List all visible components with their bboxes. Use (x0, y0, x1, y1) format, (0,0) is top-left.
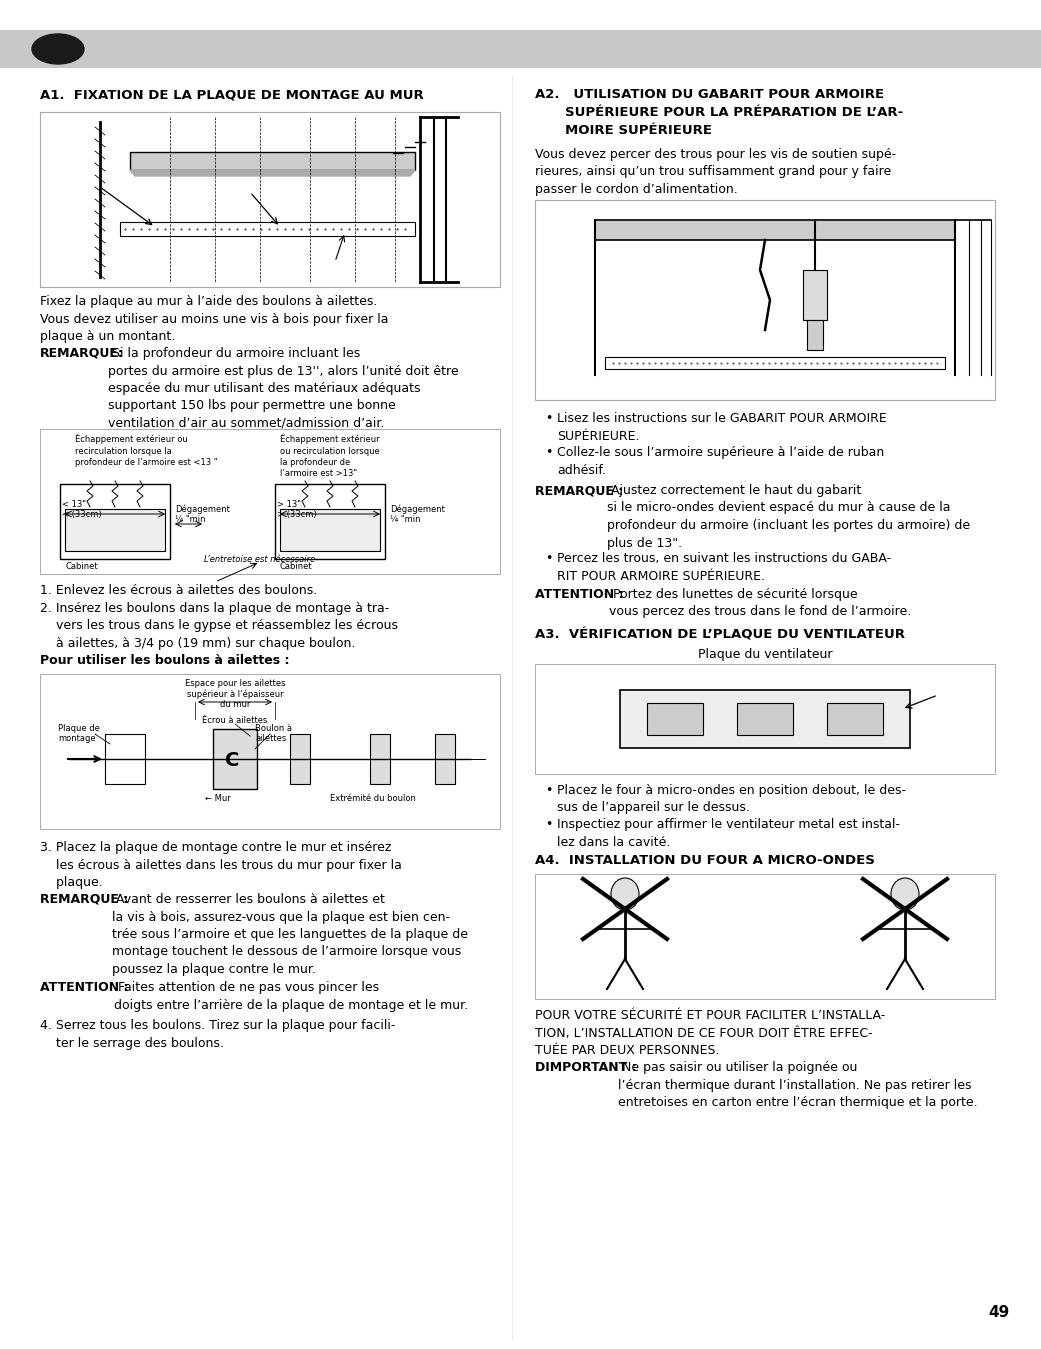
Text: Dégagement
¼ "min: Dégagement ¼ "min (390, 505, 445, 523)
Text: 3. Placez la plaque de montage contre le mur et insérez
    les écrous à ailette: 3. Placez la plaque de montage contre le… (40, 840, 402, 889)
Text: ← Mur: ← Mur (205, 795, 231, 803)
Bar (620, 689, 910, 747)
Text: Collez-le sous l’armoire supérieure à l’aide de ruban
adhésif.: Collez-le sous l’armoire supérieure à l’… (557, 447, 884, 476)
Text: Extrémité du boulon: Extrémité du boulon (330, 795, 415, 803)
Text: Portez des lunettes de sécurité lorsque
vous percez des trous dans le fond de l’: Portez des lunettes de sécurité lorsque … (609, 588, 911, 618)
Bar (290, 734, 310, 784)
Text: •: • (545, 817, 553, 831)
Bar (535, 664, 995, 774)
Text: •: • (545, 411, 553, 425)
Text: Ne pas saisir ou utiliser la poignée ou
l’écran thermique durant l’installation.: Ne pas saisir ou utiliser la poignée ou … (618, 1062, 977, 1109)
Bar (807, 320, 823, 349)
Text: DIMPORTANT :: DIMPORTANT : (535, 1062, 637, 1074)
Text: A2.   UTILISATION DU GABARIT POUR ARMOIRE: A2. UTILISATION DU GABARIT POUR ARMOIRE (535, 88, 884, 101)
Text: A3.  VÉRIFICATION DE L’PLAQUE DU VENTILATEUR: A3. VÉRIFICATION DE L’PLAQUE DU VENTILAT… (535, 629, 905, 641)
Bar (65, 509, 166, 550)
Text: 1. Enlevez les écrous à ailettes des boulons.: 1. Enlevez les écrous à ailettes des bou… (40, 584, 318, 598)
Bar (213, 728, 257, 789)
Bar (40, 112, 500, 287)
Bar (737, 703, 793, 735)
Text: FR: FR (47, 42, 69, 57)
Text: Placez le four à micro-ondes en position debout, le des-
sus de l’appareil sur l: Placez le four à micro-ondes en position… (557, 784, 906, 815)
Text: •: • (545, 447, 553, 459)
Text: Ajustez correctement le haut du gabarit
si le micro-ondes devient espacé du mur : Ajustez correctement le haut du gabarit … (607, 484, 970, 549)
Text: Inspectiez pour affirmer le ventilateur metal est instal-
lez dans la cavité.: Inspectiez pour affirmer le ventilateur … (557, 817, 900, 849)
Bar (0, 30, 1041, 67)
Text: Si la profondeur du armoire incluant les
portes du armoire est plus de 13'', alo: Si la profondeur du armoire incluant les… (108, 347, 459, 430)
Text: Fixez la plaque au mur à l’aide des boulons à ailettes.
Vous devez utiliser au m: Fixez la plaque au mur à l’aide des boul… (40, 295, 388, 343)
Text: > 13"
> (33cm): > 13" > (33cm) (277, 500, 316, 519)
Bar (605, 357, 945, 370)
Text: Espace pour les ailettes
supérieur à l’épaisseur
du mur: Espace pour les ailettes supérieur à l’é… (184, 679, 285, 710)
Bar (803, 270, 827, 320)
Polygon shape (130, 170, 415, 175)
Text: Plaque du ventilateur: Plaque du ventilateur (697, 648, 832, 661)
Ellipse shape (611, 878, 639, 911)
Text: Échappement extérieur
ou recirculation lorsque
la profondeur de
l’armoire est >1: Échappement extérieur ou recirculation l… (280, 434, 380, 478)
Text: 49: 49 (989, 1304, 1010, 1321)
Ellipse shape (891, 878, 919, 911)
Text: A1.  FIXATION DE LA PLAQUE DE MONTAGE AU MUR: A1. FIXATION DE LA PLAQUE DE MONTAGE AU … (40, 88, 424, 101)
Bar (535, 200, 995, 401)
Bar (130, 152, 415, 170)
Text: REMARQUE:: REMARQUE: (40, 347, 124, 360)
Bar (595, 220, 955, 240)
Text: •: • (545, 552, 553, 565)
Bar (40, 674, 500, 830)
Bar (275, 484, 385, 558)
Text: Échappement extérieur ou
recirculation lorsque la
profondeur de l’armoire est <1: Échappement extérieur ou recirculation l… (75, 434, 218, 467)
Text: ATTENTION :: ATTENTION : (40, 981, 128, 994)
Text: REMARQUE :: REMARQUE : (40, 893, 128, 907)
Text: 2. Insérez les boulons dans la plaque de montage à tra-
    vers les trous dans : 2. Insérez les boulons dans la plaque de… (40, 602, 398, 650)
Text: 4. Serrez tous les boulons. Tirez sur la plaque pour facili-
    ter le serrage : 4. Serrez tous les boulons. Tirez sur la… (40, 1018, 396, 1050)
Bar (435, 734, 455, 784)
Text: L’entretoise est nécessaire: L’entretoise est nécessaire (204, 554, 315, 564)
Text: POUR VOTRE SÉCURITÉ ET POUR FACILITER L’INSTALLA-
TION, L’INSTALLATION DE CE FOU: POUR VOTRE SÉCURITÉ ET POUR FACILITER L’… (535, 1009, 885, 1058)
Bar (105, 734, 145, 784)
Bar (535, 874, 995, 1000)
Bar (648, 703, 703, 735)
Text: Dégagement
¼ "min: Dégagement ¼ "min (175, 505, 230, 523)
Text: Faites attention de ne pas vous pincer les
doigts entre l’arrière de la plaque d: Faites attention de ne pas vous pincer l… (115, 981, 468, 1012)
Text: Cabinet: Cabinet (65, 563, 98, 571)
Text: < 13"
< (33cm): < 13" < (33cm) (62, 500, 102, 519)
Text: C: C (225, 751, 239, 770)
Bar (827, 703, 883, 735)
Bar (60, 484, 170, 558)
Bar (370, 734, 390, 784)
Text: Vous devez percer des trous pour les vis de soutien supé-
rieures, ainsi qu’un t: Vous devez percer des trous pour les vis… (535, 148, 896, 196)
Text: Cabinet: Cabinet (280, 563, 312, 571)
Text: •: • (545, 784, 553, 797)
Text: Écrou à ailettes: Écrou à ailettes (202, 716, 268, 724)
Text: Avant de resserrer les boulons à ailettes et
la vis à bois, assurez-vous que la : Avant de resserrer les boulons à ailette… (112, 893, 468, 975)
Text: SUPÉRIEURE POUR LA PRÉPARATION DE L’AR-: SUPÉRIEURE POUR LA PRÉPARATION DE L’AR- (565, 107, 904, 119)
Text: Pour utiliser les boulons à ailettes :: Pour utiliser les boulons à ailettes : (40, 654, 289, 666)
Bar (120, 223, 415, 236)
Ellipse shape (32, 34, 84, 63)
Text: Lisez les instructions sur le GABARIT POUR ARMOIRE
SUPÉRIEURE.: Lisez les instructions sur le GABARIT PO… (557, 411, 887, 442)
Text: Percez les trous, en suivant les instructions du GABA-
RIT POUR ARMOIRE SUPÉRIEU: Percez les trous, en suivant les instruc… (557, 552, 891, 583)
Text: Plaque de
montage: Plaque de montage (58, 724, 100, 743)
Text: A4.  INSTALLATION DU FOUR A MICRO-ONDES: A4. INSTALLATION DU FOUR A MICRO-ONDES (535, 854, 874, 867)
Bar (280, 509, 380, 550)
Text: MOIRE SUPÉRIEURE: MOIRE SUPÉRIEURE (565, 124, 712, 138)
Text: Boulon à
ailettes: Boulon à ailettes (255, 724, 291, 743)
Bar (40, 429, 500, 575)
Text: ATTENTION :: ATTENTION : (535, 588, 624, 602)
Text: REMARQUE :: REMARQUE : (535, 484, 624, 496)
